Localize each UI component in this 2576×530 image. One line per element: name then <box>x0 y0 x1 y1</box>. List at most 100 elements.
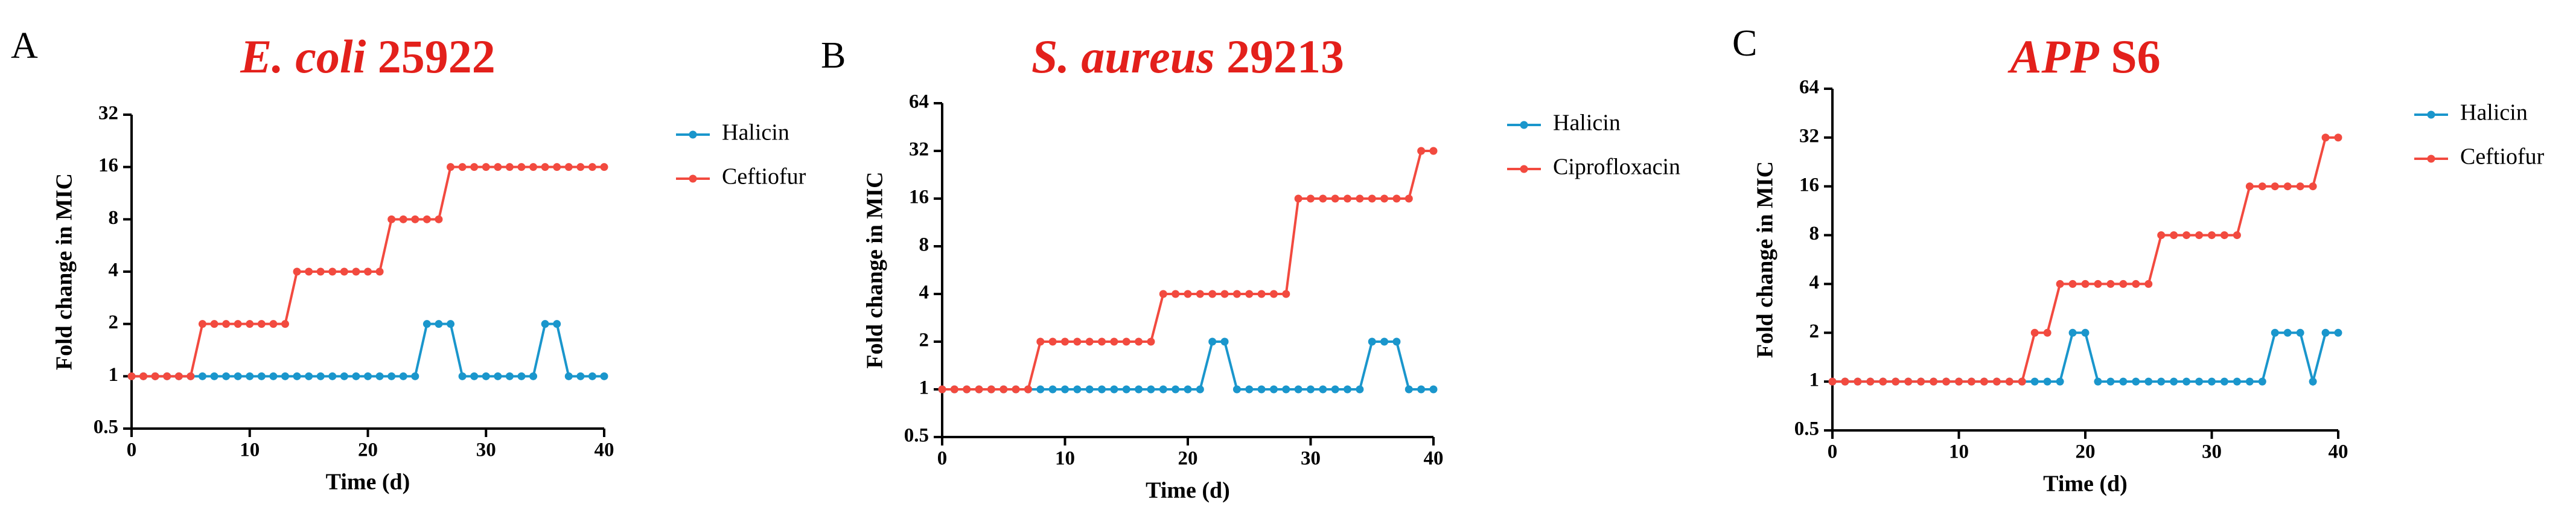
series-line <box>1832 331 2338 387</box>
y-tick-label: 32 <box>909 139 929 161</box>
data-point <box>1110 385 1118 394</box>
data-point <box>1245 290 1254 298</box>
data-point <box>600 372 608 380</box>
data-point <box>1892 377 1900 386</box>
data-point <box>1048 337 1057 346</box>
data-point <box>2233 231 2241 240</box>
data-point <box>588 372 596 380</box>
x-tick-label: 10 <box>240 439 260 461</box>
data-point <box>2233 377 2241 386</box>
x-tick-label: 40 <box>2329 441 2348 463</box>
data-point <box>1307 194 1315 203</box>
legend-marker <box>2427 110 2435 119</box>
legend-label: Ciprofloxacin <box>1553 155 1680 180</box>
y-tick-label: 16 <box>909 187 929 208</box>
data-point <box>422 320 431 328</box>
data-point <box>2220 231 2228 240</box>
data-point <box>1368 337 1376 346</box>
data-point <box>364 372 372 380</box>
panel-label: B <box>821 35 846 76</box>
data-point <box>2296 182 2304 191</box>
data-point <box>422 215 431 223</box>
data-point <box>187 372 195 380</box>
data-point <box>1257 290 1266 298</box>
data-point <box>411 215 419 223</box>
data-point <box>2245 377 2254 386</box>
data-point <box>352 267 360 276</box>
data-point <box>2271 182 2279 191</box>
data-point <box>1036 337 1045 346</box>
title-italic: E. coli <box>240 30 366 83</box>
data-point <box>975 385 983 394</box>
data-point <box>1904 377 1913 386</box>
data-point <box>1368 194 1376 203</box>
data-point <box>1220 337 1229 346</box>
data-point <box>293 267 301 276</box>
data-point <box>234 372 242 380</box>
data-point <box>246 320 254 328</box>
data-point <box>435 215 443 223</box>
data-point <box>1147 385 1155 394</box>
data-point <box>447 163 455 171</box>
data-point <box>2220 377 2228 386</box>
data-point <box>399 372 407 380</box>
data-point <box>435 320 443 328</box>
x-tick-label: 10 <box>1949 441 1969 463</box>
data-point <box>2258 182 2266 191</box>
data-point <box>1184 290 1192 298</box>
data-point <box>482 372 490 380</box>
data-point <box>316 267 325 276</box>
data-point <box>174 372 183 380</box>
data-point <box>1208 290 1217 298</box>
data-point <box>1866 377 1875 386</box>
data-point <box>1429 147 1438 155</box>
data-point <box>576 163 585 171</box>
data-point <box>257 320 266 328</box>
data-point <box>2005 377 2013 386</box>
data-point <box>2068 328 2077 337</box>
legend-label: Halicin <box>1553 110 1621 136</box>
series-line <box>942 340 1433 391</box>
y-axis-title: Fold change in MIC <box>1753 161 1778 358</box>
y-tick-label: 32 <box>98 103 118 124</box>
data-point <box>246 372 254 380</box>
data-point <box>1980 377 1988 386</box>
data-point <box>198 372 206 380</box>
data-point <box>553 163 561 171</box>
y-tick-label: 4 <box>919 282 929 304</box>
y-axis-title: Fold change in MIC <box>52 173 77 370</box>
y-tick-label: 4 <box>109 260 119 281</box>
x-tick-label: 0 <box>1828 441 1838 463</box>
x-axis-title: Time (d) <box>1146 478 1230 503</box>
data-point <box>458 163 467 171</box>
data-point <box>2208 231 2216 240</box>
chart-title: S. aureus 29213 <box>1031 30 1344 83</box>
data-point <box>2334 133 2342 142</box>
data-point <box>2208 377 2216 386</box>
data-point <box>1942 377 1951 386</box>
x-tick-label: 0 <box>127 439 137 461</box>
data-point <box>541 320 549 328</box>
series-line <box>132 322 604 378</box>
data-point <box>293 372 301 380</box>
data-point <box>1319 385 1327 394</box>
data-point <box>2081 328 2090 337</box>
data-point <box>600 163 608 171</box>
data-point <box>210 372 218 380</box>
data-point <box>1036 385 1045 394</box>
data-point <box>999 385 1008 394</box>
data-point <box>340 372 348 380</box>
title-italic: S. aureus <box>1031 30 1214 83</box>
data-point <box>950 385 958 394</box>
data-point <box>387 215 396 223</box>
data-point <box>1356 194 1364 203</box>
data-point <box>281 372 289 380</box>
x-tick-label: 20 <box>2076 441 2096 463</box>
data-point <box>938 385 946 394</box>
y-tick-label: 1 <box>919 377 929 399</box>
data-point <box>1269 290 1278 298</box>
data-point <box>1196 290 1204 298</box>
data-point <box>1073 385 1082 394</box>
data-point <box>1879 377 1887 386</box>
data-point <box>2081 279 2090 288</box>
